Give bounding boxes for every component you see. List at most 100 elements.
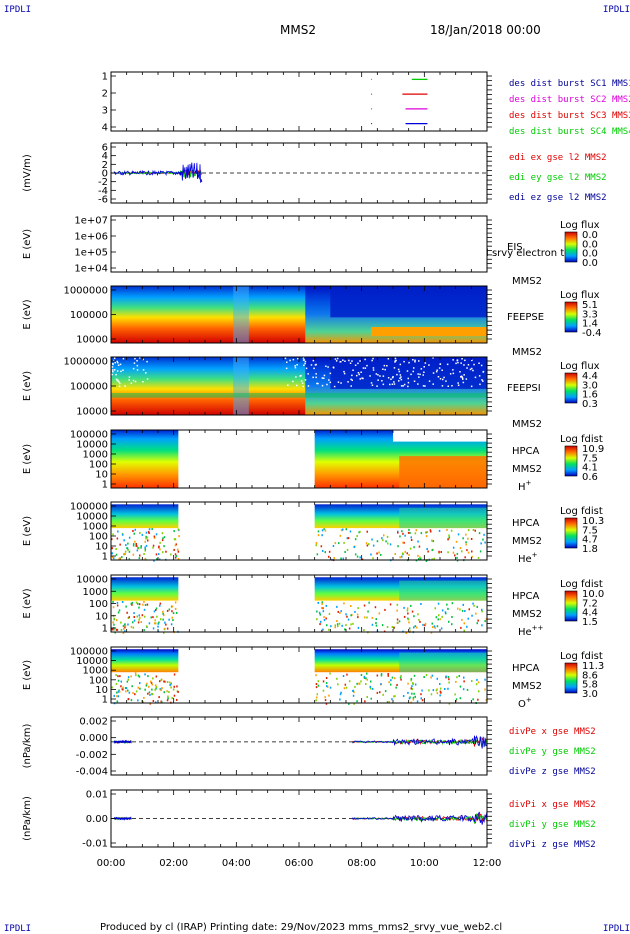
hpca-count-pixel xyxy=(348,627,351,630)
y-tick-label: 10 xyxy=(95,470,108,481)
hpca-count-pixel xyxy=(119,557,121,560)
spacecraft-label: MMS2 xyxy=(512,681,542,692)
hpca-count-pixel xyxy=(399,535,401,538)
hpca-count-pixel xyxy=(472,529,475,531)
spectrogram-noise-pixel xyxy=(462,381,465,384)
hpca-count-pixel xyxy=(112,600,114,603)
hpca-count-pixel xyxy=(137,546,139,549)
hpca-count-pixel xyxy=(164,621,166,624)
hpca-count-pixel xyxy=(138,675,141,678)
hpca-count-pixel xyxy=(116,695,118,698)
hpca-count-pixel xyxy=(393,695,395,698)
hpca-count-pixel xyxy=(402,695,405,697)
hpca-count-pixel xyxy=(391,676,394,679)
spectrogram-noise-pixel xyxy=(422,385,425,387)
instrument-label: HPCA xyxy=(512,663,540,674)
hpca-count-pixel xyxy=(381,537,383,540)
hpca-count-pixel xyxy=(460,626,462,629)
hpca-count-pixel xyxy=(398,620,401,623)
hpca-count-pixel xyxy=(117,611,120,614)
hpca-count-pixel xyxy=(143,629,145,632)
y-tick-label: 10000 xyxy=(76,407,108,418)
hpca-count-pixel xyxy=(407,618,410,621)
y-tick-label: 0.00 xyxy=(86,814,108,825)
spectrogram-noise-pixel xyxy=(329,372,332,375)
hpca-count-pixel xyxy=(435,689,438,692)
hpca-count-pixel xyxy=(384,608,386,611)
hpca-count-pixel xyxy=(316,553,319,556)
hpca-count-pixel xyxy=(327,685,329,688)
hpca-count-pixel xyxy=(174,553,177,556)
hpca-count-pixel xyxy=(173,530,175,533)
spectrogram-noise-pixel xyxy=(423,371,425,373)
hpca-count-pixel xyxy=(396,684,398,686)
hpca-count-pixel xyxy=(340,529,343,532)
hpca-count-pixel xyxy=(115,548,117,550)
hpca-count-pixel xyxy=(127,678,129,681)
hpca-count-pixel xyxy=(447,676,450,678)
hpca-count-pixel xyxy=(154,619,156,622)
hpca-count-pixel xyxy=(121,556,123,559)
colorbar-title: Log flux xyxy=(560,361,600,372)
spectrogram-noise-pixel xyxy=(357,372,360,374)
y-axis-label: E (eV) xyxy=(22,299,33,329)
hpca-count-pixel xyxy=(356,535,358,537)
y-tick-label: 0 xyxy=(102,169,108,180)
hpca-count-pixel xyxy=(417,540,419,543)
hpca-count-pixel xyxy=(467,617,469,620)
hpca-count-pixel xyxy=(137,602,139,605)
hpca-count-pixel xyxy=(111,538,113,541)
hpca-count-pixel xyxy=(350,614,352,617)
hpca-count-pixel xyxy=(115,674,117,677)
hpca-block-early xyxy=(111,577,179,601)
hpca-count-pixel xyxy=(439,690,442,693)
hpca-count-pixel xyxy=(119,675,121,678)
spectrogram-noise-pixel xyxy=(128,376,131,378)
hpca-count-pixel xyxy=(387,674,389,677)
spectrogram-noise-pixel xyxy=(372,369,375,371)
hpca-count-pixel xyxy=(444,611,447,614)
overlay-text: l srvy electron to xyxy=(486,248,570,259)
spectrogram-noise-pixel xyxy=(390,378,392,380)
spectrogram-noise-pixel xyxy=(294,365,296,367)
hpca-count-pixel xyxy=(154,688,156,691)
spectrogram-noise-pixel xyxy=(393,367,396,369)
y-tick-label: 10000 xyxy=(76,440,108,451)
hpca-count-pixel xyxy=(438,550,440,553)
spectrogram-noise-pixel xyxy=(383,364,386,367)
spectrogram-noise-pixel xyxy=(118,381,120,383)
hpca-count-pixel xyxy=(111,547,113,550)
hpca-count-pixel xyxy=(414,532,417,535)
hpca-count-pixel xyxy=(127,689,129,692)
spectrogram-noise-pixel xyxy=(399,363,402,366)
hpca-count-pixel xyxy=(386,701,389,704)
hpca-count-pixel xyxy=(321,629,323,632)
spectrogram-noise-pixel xyxy=(474,376,477,379)
hpca-count-pixel xyxy=(482,538,484,541)
hpca-count-pixel xyxy=(393,626,395,629)
hpca-count-pixel xyxy=(413,626,415,629)
hpca-count-pixel xyxy=(170,686,172,689)
hpca-count-pixel xyxy=(432,689,435,692)
hpca-count-pixel xyxy=(145,537,147,540)
hpca-count-pixel xyxy=(127,548,129,551)
hpca-count-pixel xyxy=(409,531,411,534)
spectrogram-noise-pixel xyxy=(111,373,113,376)
hpca-count-pixel xyxy=(134,540,136,543)
spectrogram-noise-pixel xyxy=(451,385,453,387)
species-label: He+ xyxy=(518,551,538,565)
spectrogram-noise-pixel xyxy=(393,381,395,383)
hpca-count-pixel xyxy=(155,675,158,678)
y-tick-label: 2 xyxy=(102,89,108,100)
hpca-count-pixel xyxy=(157,622,159,625)
hpca-count-pixel xyxy=(127,698,130,701)
x-tick-label: 10:00 xyxy=(410,858,439,869)
hpca-count-pixel xyxy=(425,531,427,534)
spacecraft-label: MMS2 xyxy=(512,419,542,430)
hpca-count-pixel xyxy=(363,616,366,619)
hpca-count-pixel xyxy=(432,540,435,543)
hpca-count-pixel xyxy=(380,683,382,686)
hpca-count-pixel xyxy=(174,544,177,547)
colorbar-tick-label: 0.0 xyxy=(582,239,598,250)
hpca-count-pixel xyxy=(337,625,339,628)
